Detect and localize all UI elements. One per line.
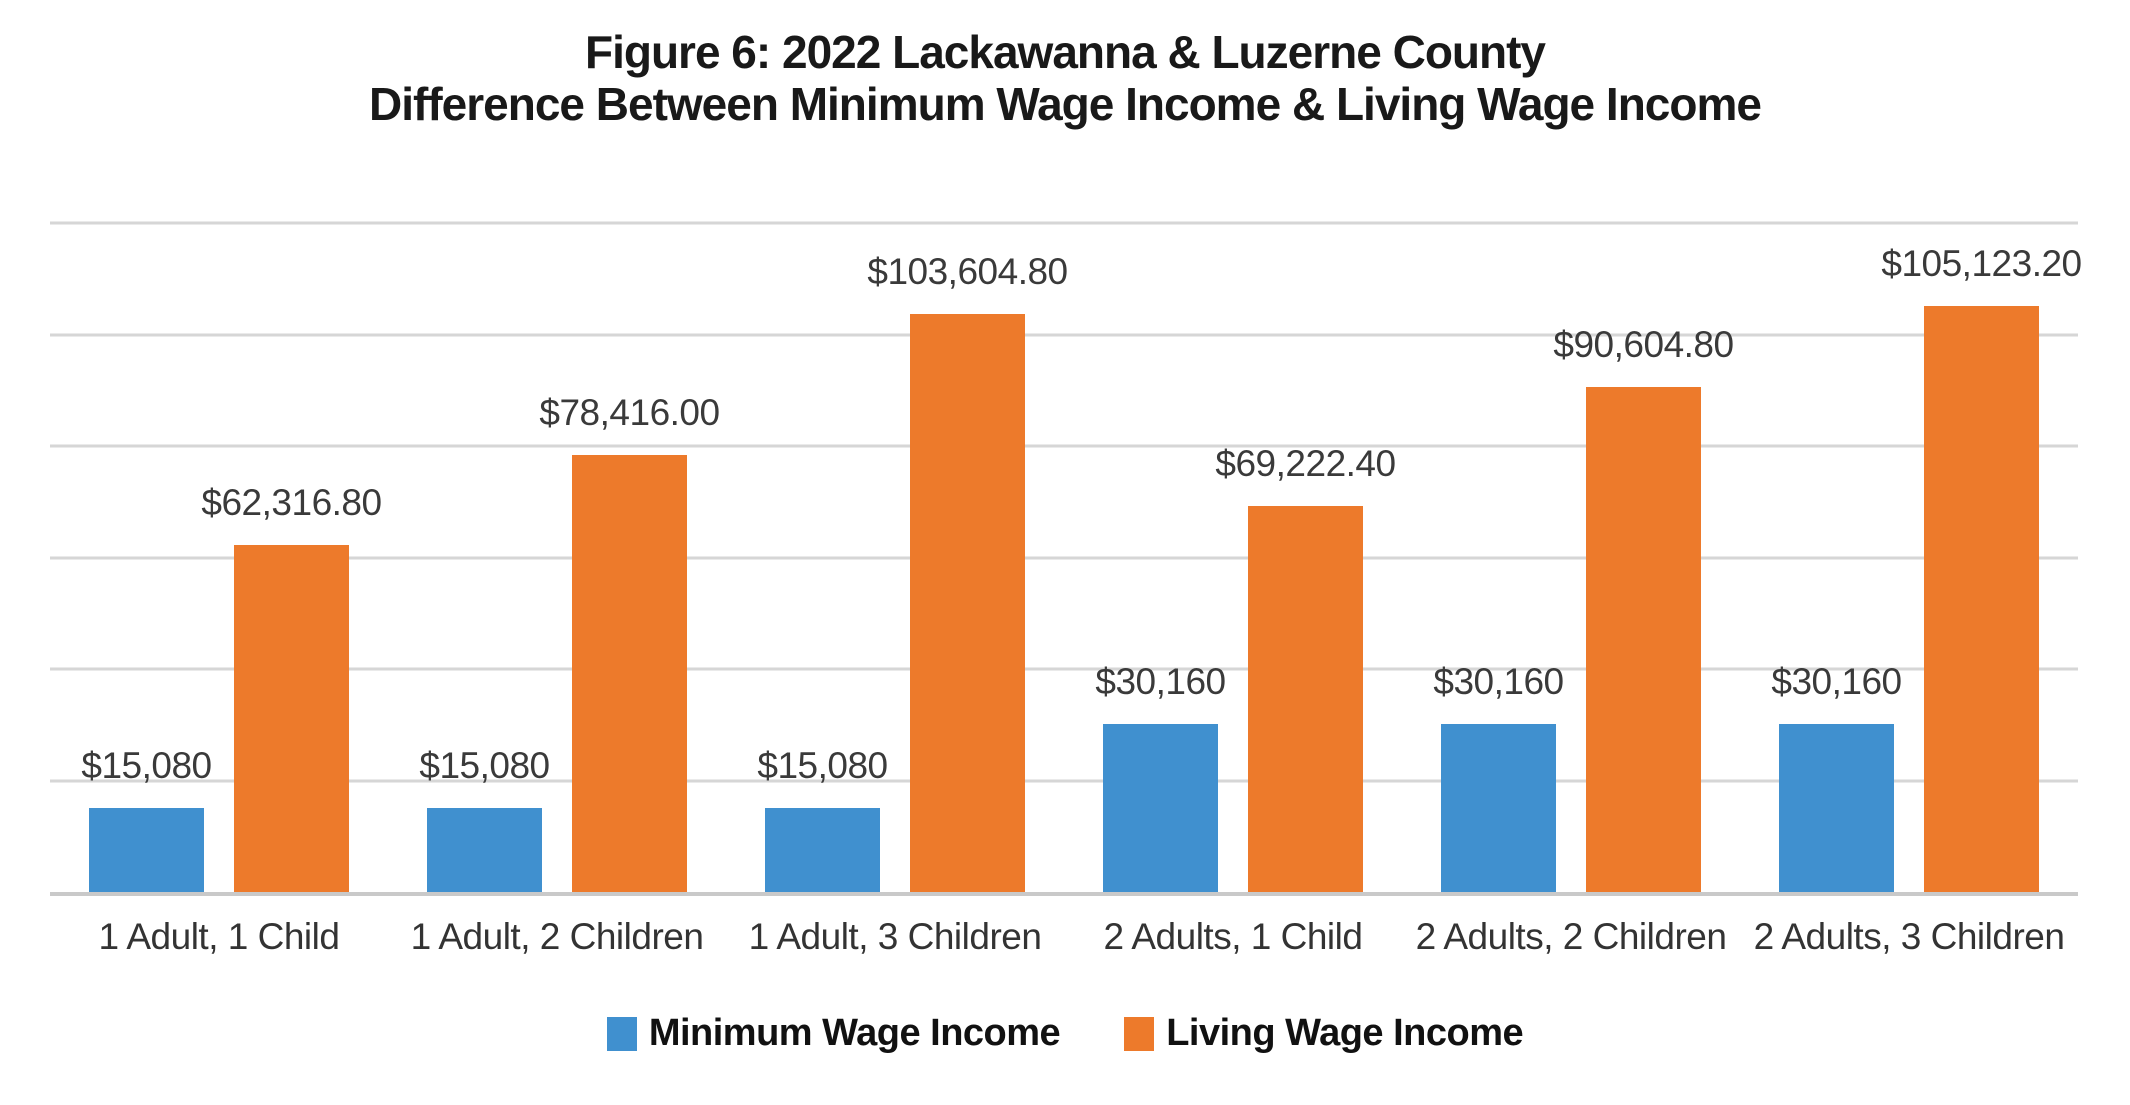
data-label-minimum-wage: $15,080 <box>419 744 550 786</box>
category-label: 2 Adults, 2 Children <box>1415 916 1727 957</box>
bar-living-wage: $69,222.40 <box>1215 445 1396 892</box>
bar-minimum-wage: $30,160 <box>1095 663 1226 892</box>
chart-title: Figure 6: 2022 Lackawanna & Luzerne Coun… <box>0 26 2130 131</box>
gridline <box>50 221 2078 225</box>
bar-living-wage: $62,316.80 <box>201 484 382 892</box>
legend: Minimum Wage Income Living Wage Income <box>0 1012 2130 1055</box>
data-label-living-wage: $62,316.80 <box>201 481 382 523</box>
bar-group: $15,080 $62,316.80 <box>50 223 388 892</box>
data-label-living-wage: $69,222.40 <box>1215 443 1396 485</box>
bar-living-wage: $105,123.20 <box>1881 245 2082 892</box>
legend-label: Minimum Wage Income <box>648 1012 1061 1054</box>
data-label-living-wage: $103,604.80 <box>867 251 1068 293</box>
bar-minimum-wage: $30,160 <box>1433 663 1564 892</box>
bar-group: $30,160 $90,604.80 <box>1402 223 1740 892</box>
bar-minimum-wage: $15,080 <box>419 747 550 892</box>
bar-group: $15,080 $78,416.00 <box>388 223 726 892</box>
bar-living-wage: $90,604.80 <box>1553 326 1734 892</box>
category-label: 1 Adult, 3 Children <box>748 916 1042 957</box>
category-label: 1 Adult, 2 Children <box>410 916 704 957</box>
bar-group: $30,160 $69,222.40 <box>1064 223 1402 892</box>
category-label: 2 Adults, 3 Children <box>1753 916 2065 957</box>
gridline <box>50 667 2078 671</box>
x-axis-baseline <box>50 892 2078 896</box>
chart-title-line-1: Figure 6: 2022 Lackawanna & Luzerne Coun… <box>584 26 1546 78</box>
data-label-minimum-wage: $30,160 <box>1433 660 1564 702</box>
legend-swatch-icon <box>1124 1016 1155 1051</box>
gridline <box>50 444 2078 448</box>
data-label-living-wage: $78,416.00 <box>539 391 720 433</box>
gridline <box>50 779 2078 782</box>
bar-living-wage: $103,604.80 <box>867 253 1068 892</box>
bar-living-wage: $78,416.00 <box>539 394 720 892</box>
gridlines <box>50 221 2078 896</box>
bar-minimum-wage: $15,080 <box>757 747 888 892</box>
legend-item-minimum-wage: Minimum Wage Income <box>606 1012 1061 1055</box>
data-label-living-wage: $90,604.80 <box>1553 323 1734 365</box>
data-label-minimum-wage: $15,080 <box>81 744 212 786</box>
bar-groups: $15,080 $62,316.80 $15,080 $78,416.00 $15,08… <box>50 223 2082 892</box>
bar-group: $15,080 $103,604.80 <box>726 223 1068 892</box>
category-label: 2 Adults, 1 Child <box>1103 916 1363 957</box>
bar-minimum-wage: $30,160 <box>1771 663 1902 892</box>
chart-title-line-2: Difference Between Minimum Wage Income &… <box>369 78 1762 131</box>
bar-group: $30,160 $105,123.20 <box>1740 223 2082 892</box>
legend-swatch-icon <box>606 1016 637 1051</box>
data-label-minimum-wage: $30,160 <box>1771 660 1902 702</box>
legend-item-living-wage: Living Wage Income <box>1124 1012 1524 1055</box>
data-label-minimum-wage: $30,160 <box>1095 660 1226 702</box>
plot-area: $15,080 $62,316.80 $15,080 $78,416.00 $15,08… <box>50 221 2082 896</box>
category-label: 1 Adult, 1 Child <box>98 916 340 957</box>
gridline <box>50 556 2078 559</box>
data-label-minimum-wage: $15,080 <box>757 744 888 786</box>
gridline <box>50 333 2078 336</box>
bar-minimum-wage: $15,080 <box>81 747 212 892</box>
legend-label: Living Wage Income <box>1166 1012 1524 1054</box>
category-axis: 1 Adult, 1 Child 1 Adult, 2 Children 1 Adu… <box>50 916 2078 958</box>
data-label-living-wage: $105,123.20 <box>1881 242 2082 284</box>
